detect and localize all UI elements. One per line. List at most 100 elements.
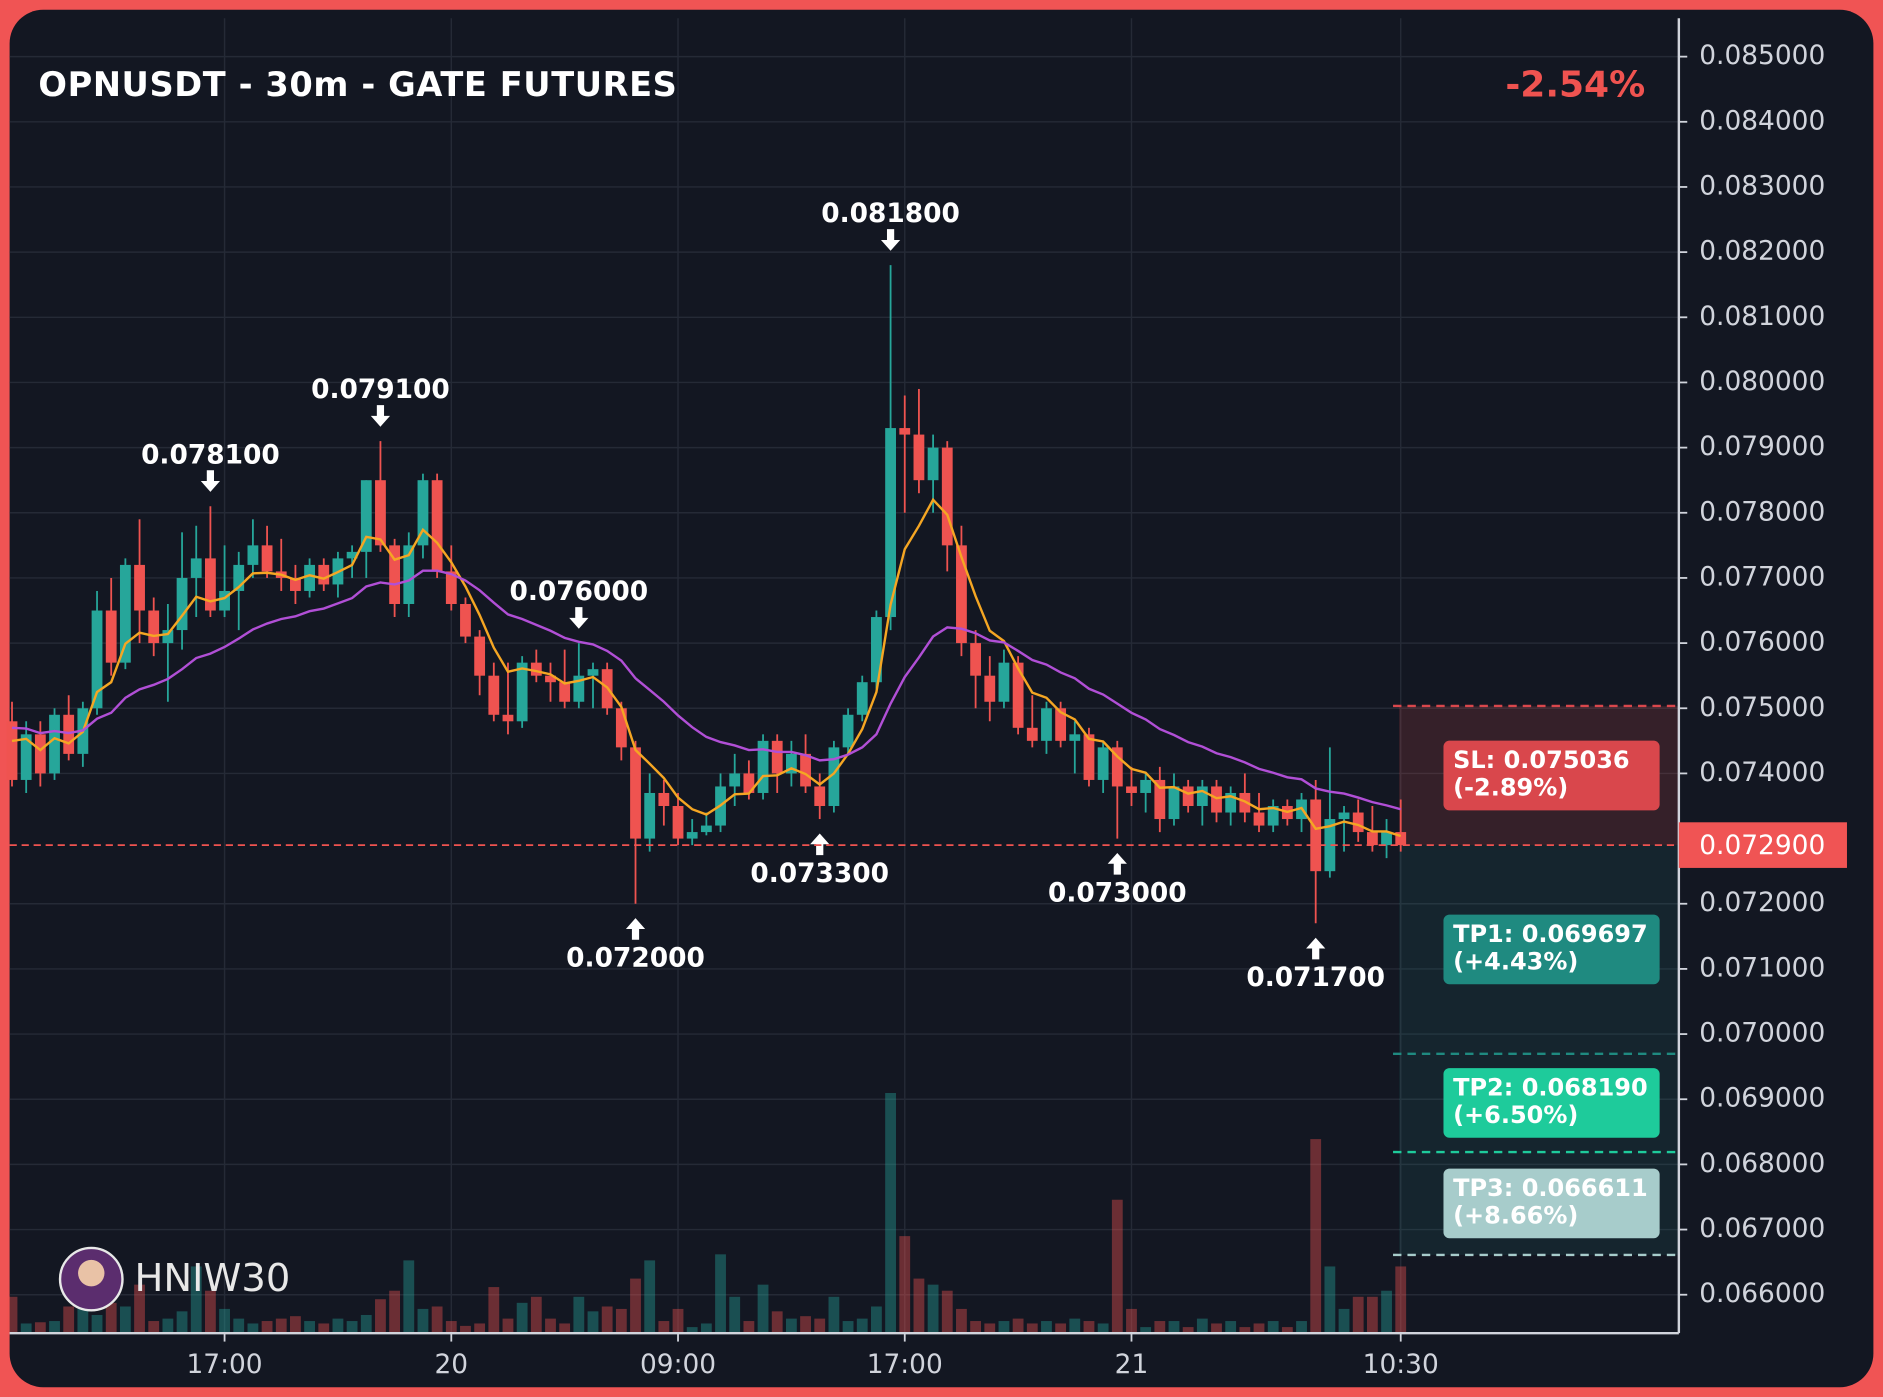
volume-bar [856, 1318, 868, 1334]
volume-bar [885, 1092, 896, 1334]
volume-bar [176, 1311, 188, 1334]
candle-body [134, 564, 145, 611]
annotation-label: 0.081800 [821, 198, 960, 229]
current-price-label: 0.072900 [1699, 830, 1825, 861]
volume-bar [502, 1318, 514, 1334]
candle-body [1196, 786, 1208, 807]
candle-body [814, 786, 826, 807]
volume-bar [1296, 1321, 1307, 1334]
volume-bar [1338, 1308, 1350, 1334]
candle-body [1041, 708, 1052, 741]
candle-body [290, 577, 301, 591]
volume-bar [1211, 1323, 1222, 1334]
candle-body [573, 675, 585, 702]
candle-body [261, 545, 273, 572]
candle-body [502, 714, 514, 722]
x-tick-label: 20 [434, 1349, 468, 1380]
volume-bar [1366, 1296, 1378, 1334]
volume-bar [828, 1296, 840, 1334]
volume-bar [927, 1284, 939, 1334]
volume-bar [1069, 1318, 1081, 1334]
candle-body [927, 447, 939, 481]
volume-bar [346, 1321, 358, 1334]
volume-bar [445, 1321, 457, 1334]
candle-body [828, 747, 840, 807]
candle-body [871, 617, 882, 683]
candle-body [34, 734, 46, 774]
candle-body [204, 558, 216, 611]
volume-bar [63, 1306, 75, 1334]
candle-body [445, 571, 457, 605]
volume-bar [545, 1318, 556, 1334]
candle-body [1267, 806, 1279, 826]
volume-bar [573, 1296, 585, 1334]
y-tick-label: 0.083000 [1699, 170, 1825, 201]
candle-body [63, 714, 75, 754]
candle-body [984, 675, 996, 702]
candle-body [785, 753, 797, 774]
volume-bar [757, 1284, 769, 1334]
candle-body [899, 428, 911, 435]
volume-bar [1168, 1321, 1180, 1334]
candle-body [162, 630, 174, 644]
candle-body [700, 825, 712, 833]
y-tick-label: 0.076000 [1699, 627, 1825, 658]
candle-body [658, 792, 670, 807]
volume-bar [700, 1323, 712, 1334]
candle-body [1168, 786, 1180, 820]
y-tick-label: 0.068000 [1699, 1148, 1825, 1179]
volume-bar [162, 1318, 174, 1334]
volume-bar [417, 1308, 429, 1334]
volume-bar [913, 1278, 925, 1334]
volume-bar [488, 1287, 500, 1334]
candle-body [1211, 786, 1222, 813]
volume-bar [1225, 1321, 1237, 1334]
y-tick-label: 0.067000 [1699, 1213, 1825, 1244]
candle-body [233, 564, 245, 591]
volume-bar [941, 1290, 953, 1334]
y-tick-label: 0.075000 [1699, 692, 1825, 723]
candle-body [1182, 786, 1194, 807]
y-tick-label: 0.071000 [1699, 952, 1825, 983]
y-tick-label: 0.072000 [1699, 887, 1825, 918]
level-change: (+8.66%) [1453, 1202, 1578, 1230]
volume-bar [1281, 1327, 1293, 1334]
y-tick-label: 0.066000 [1699, 1278, 1825, 1309]
volume-bar [375, 1299, 386, 1334]
candle-body [1225, 792, 1237, 813]
candle-body [389, 545, 401, 605]
x-tick-label: 09:00 [640, 1349, 716, 1380]
candle-body [49, 714, 60, 774]
volume-bar [360, 1314, 372, 1334]
volume-bar [49, 1321, 60, 1334]
candle-body [970, 643, 982, 676]
candle-layer [6, 265, 1407, 924]
candle-body [998, 662, 1010, 702]
candle-body [318, 564, 330, 585]
volume-bar [318, 1323, 330, 1334]
volume-bar [1111, 1199, 1123, 1334]
volume-bar [899, 1236, 911, 1334]
y-tick-label: 0.085000 [1699, 40, 1825, 71]
candle-body [771, 740, 783, 774]
arrow [569, 607, 589, 629]
volume-bar [516, 1302, 528, 1334]
candle-body [1352, 812, 1364, 833]
arrow [625, 918, 646, 940]
volume-bar [785, 1318, 797, 1334]
candle-body [1324, 819, 1336, 872]
volume-bar [601, 1306, 613, 1334]
arrow [1306, 937, 1326, 960]
candle-body [20, 734, 32, 780]
candle-body [1111, 747, 1123, 787]
change-label: -2.54% [1505, 65, 1645, 106]
volume-bar [1026, 1323, 1038, 1334]
volume-bar [1182, 1327, 1194, 1334]
volume-bar [34, 1322, 46, 1334]
grid [9, 18, 1679, 1334]
candle-body [190, 558, 202, 578]
volume-bar [686, 1327, 698, 1334]
volume-bar [1126, 1308, 1137, 1334]
candle-body [1366, 832, 1378, 846]
